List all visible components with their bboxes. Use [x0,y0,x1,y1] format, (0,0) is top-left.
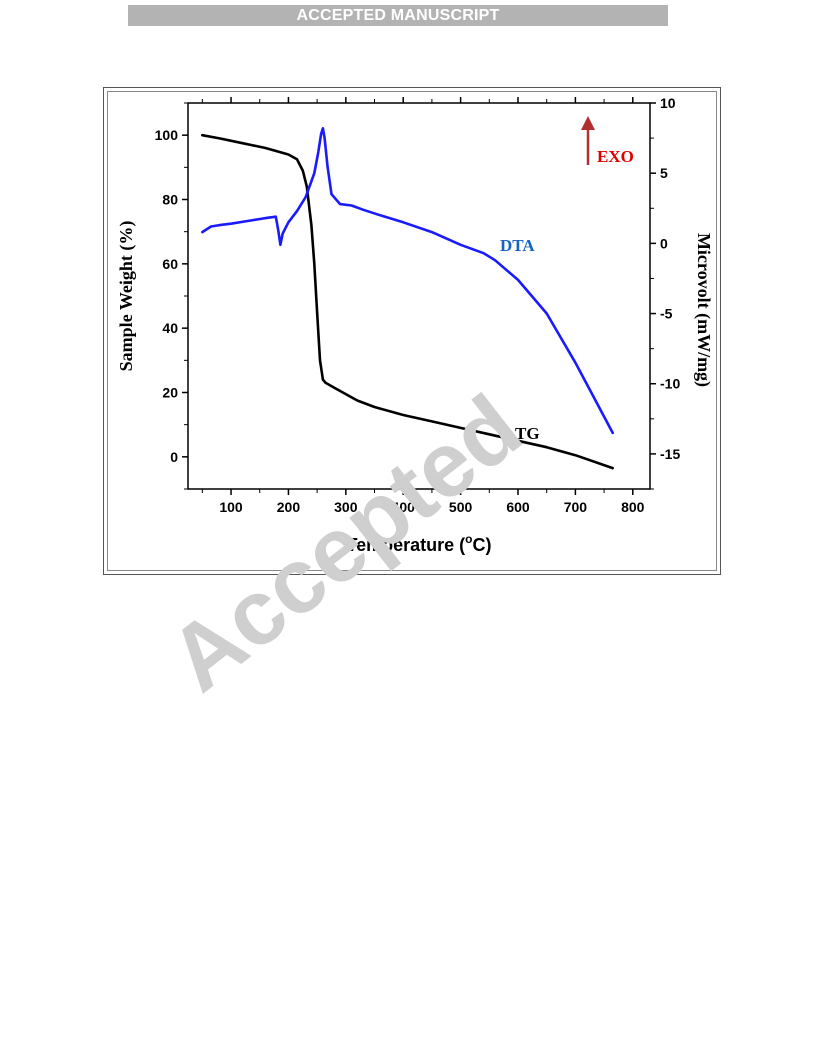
x-tick-label-100: 100 [219,499,243,515]
series-label-tg: TG [515,424,540,443]
x-tick-label-600: 600 [506,499,530,515]
y-right-tick-label-0: 0 [660,235,668,251]
exo-annotation: EXO [597,147,634,166]
x-tick-label-500: 500 [449,499,473,515]
figure-frame [103,87,721,575]
y-right-tick-label--5: -5 [660,306,673,322]
x-tick-label-700: 700 [564,499,588,515]
y-left-tick-label-40: 40 [162,320,178,336]
x-tick-label-300: 300 [334,499,358,515]
y-right-tick-label-10: 10 [660,95,676,111]
series-label-dta: DTA [500,236,535,255]
series-line-dta [201,127,615,435]
y-right-tick-label-5: 5 [660,165,668,181]
x-tick-label-200: 200 [277,499,301,515]
y-right-axis-label: Microvolt (mW/mg) [693,233,714,387]
y-left-tick-label-80: 80 [162,192,178,208]
accepted-manuscript-banner: ACCEPTED MANUSCRIPT [128,5,668,26]
y-left-axis-label: Sample Weight (%) [116,221,137,372]
x-axis-label: Temperature (oC) [346,532,491,555]
y-left-tick-label-60: 60 [162,256,178,272]
y-right-tick-label--10: -10 [660,376,680,392]
exo-arrow-head [581,116,595,130]
y-left-tick-label-0: 0 [170,449,178,465]
series-line-tg [201,133,615,470]
x-tick-label-800: 800 [621,499,645,515]
y-left-tick-label-20: 20 [162,385,178,401]
y-right-tick-label--15: -15 [660,446,680,462]
y-left-tick-label-100: 100 [155,127,179,143]
x-tick-label-400: 400 [392,499,416,515]
